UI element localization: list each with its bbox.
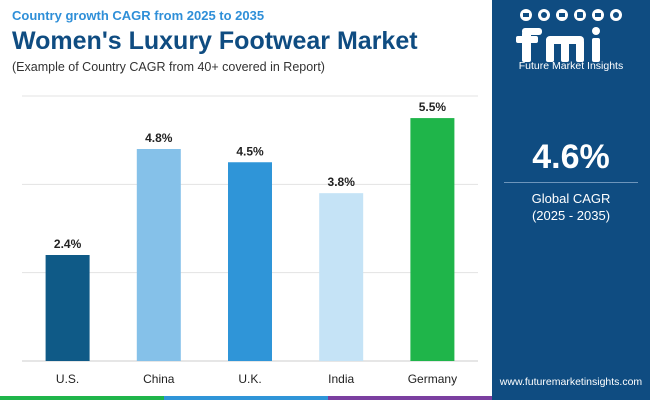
panel-divider — [504, 182, 638, 183]
x-tick-label: Germany — [408, 372, 457, 386]
global-cagr-value: 4.6% — [532, 138, 610, 176]
bar-chart: 2.4% U.S. 4.8% China 4.5% U.K. 3.8% India 5.5% Ge… — [0, 88, 490, 394]
stripe-segment — [164, 396, 328, 400]
global-cagr-label-line1: Global CAGR — [531, 191, 611, 206]
data-label: 2.4% — [54, 237, 82, 251]
data-label: 5.5% — [419, 100, 447, 114]
logo-text: Future Market Insights — [518, 60, 624, 72]
data-label: 4.8% — [145, 131, 173, 145]
chart-title: Women's Luxury Footwear Market — [12, 27, 418, 55]
x-tick-label: U.S. — [56, 372, 79, 386]
stripe-segment — [0, 396, 164, 400]
stripe-segment — [328, 396, 492, 400]
x-tick-label: India — [328, 372, 354, 386]
x-tick-label: U.K. — [238, 372, 261, 386]
bar-china — [136, 149, 181, 361]
bar-uk — [228, 162, 272, 361]
bar-germany — [410, 118, 455, 361]
bottom-color-stripe — [0, 396, 492, 400]
x-tick-label: China — [143, 372, 175, 386]
chart-subtitle: Country growth CAGR from 2025 to 2035 — [12, 8, 265, 23]
global-cagr-label-line2: (2025 - 2035) — [531, 208, 611, 223]
bar-chart-svg: 2.4% U.S. 4.8% China 4.5% U.K. 3.8% India 5.5% Ge… — [22, 95, 478, 386]
chart-header: Country growth CAGR from 2025 to 2035 Wo… — [12, 8, 492, 75]
bar-india — [319, 193, 364, 361]
bar-us — [45, 255, 90, 361]
website-link[interactable]: www.futuremarketinsights.com — [499, 376, 643, 388]
data-label: 4.5% — [236, 144, 264, 158]
summary-panel: Future Market Insights 4.6% Global CAGR … — [492, 0, 650, 400]
chart-note: (Example of Country CAGR from 40+ covere… — [12, 60, 325, 74]
fmi-logo-icon — [516, 9, 622, 62]
data-label: 3.8% — [328, 175, 356, 189]
global-cagr-label: Global CAGR (2025 - 2035) — [492, 190, 650, 224]
